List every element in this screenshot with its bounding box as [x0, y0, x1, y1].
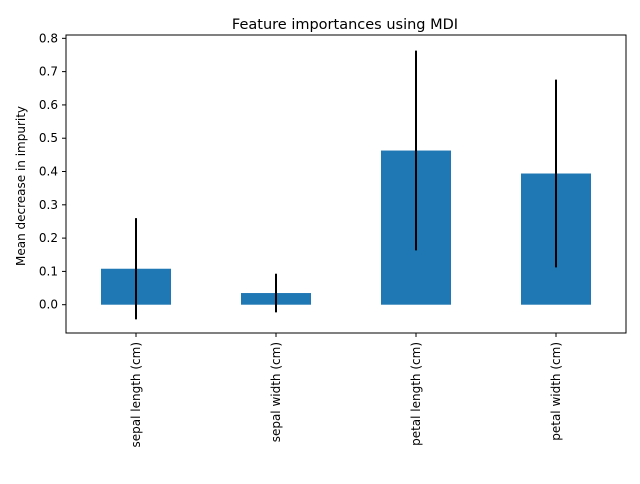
- y-tick-label: 0.0: [39, 298, 58, 312]
- y-tick-label: 0.2: [39, 231, 58, 245]
- plot-area: 0.0 0.1 0.2 0.3 0.4 0.5 0.6 0.7 0.8 sepal length …: [39, 31, 627, 447]
- y-tick-label: 0.1: [39, 264, 58, 278]
- y-tick-label: 0.8: [39, 31, 58, 45]
- y-axis-label: Mean decrease in impurity: [14, 106, 28, 266]
- x-tick-label: petal width (cm): [549, 342, 563, 441]
- x-tick-label: sepal length (cm): [129, 342, 143, 447]
- y-tick-label: 0.7: [39, 65, 58, 79]
- chart-title: Feature importances using MDI: [232, 17, 458, 33]
- y-tick-label: 0.3: [39, 198, 58, 212]
- y-tick-label: 0.5: [39, 131, 58, 145]
- x-tick-label: petal length (cm): [409, 342, 423, 446]
- y-tick-label: 0.6: [39, 98, 58, 112]
- y-tick-label: 0.4: [39, 165, 58, 179]
- x-tick-label: sepal width (cm): [269, 342, 283, 442]
- plot-frame: [65, 34, 627, 334]
